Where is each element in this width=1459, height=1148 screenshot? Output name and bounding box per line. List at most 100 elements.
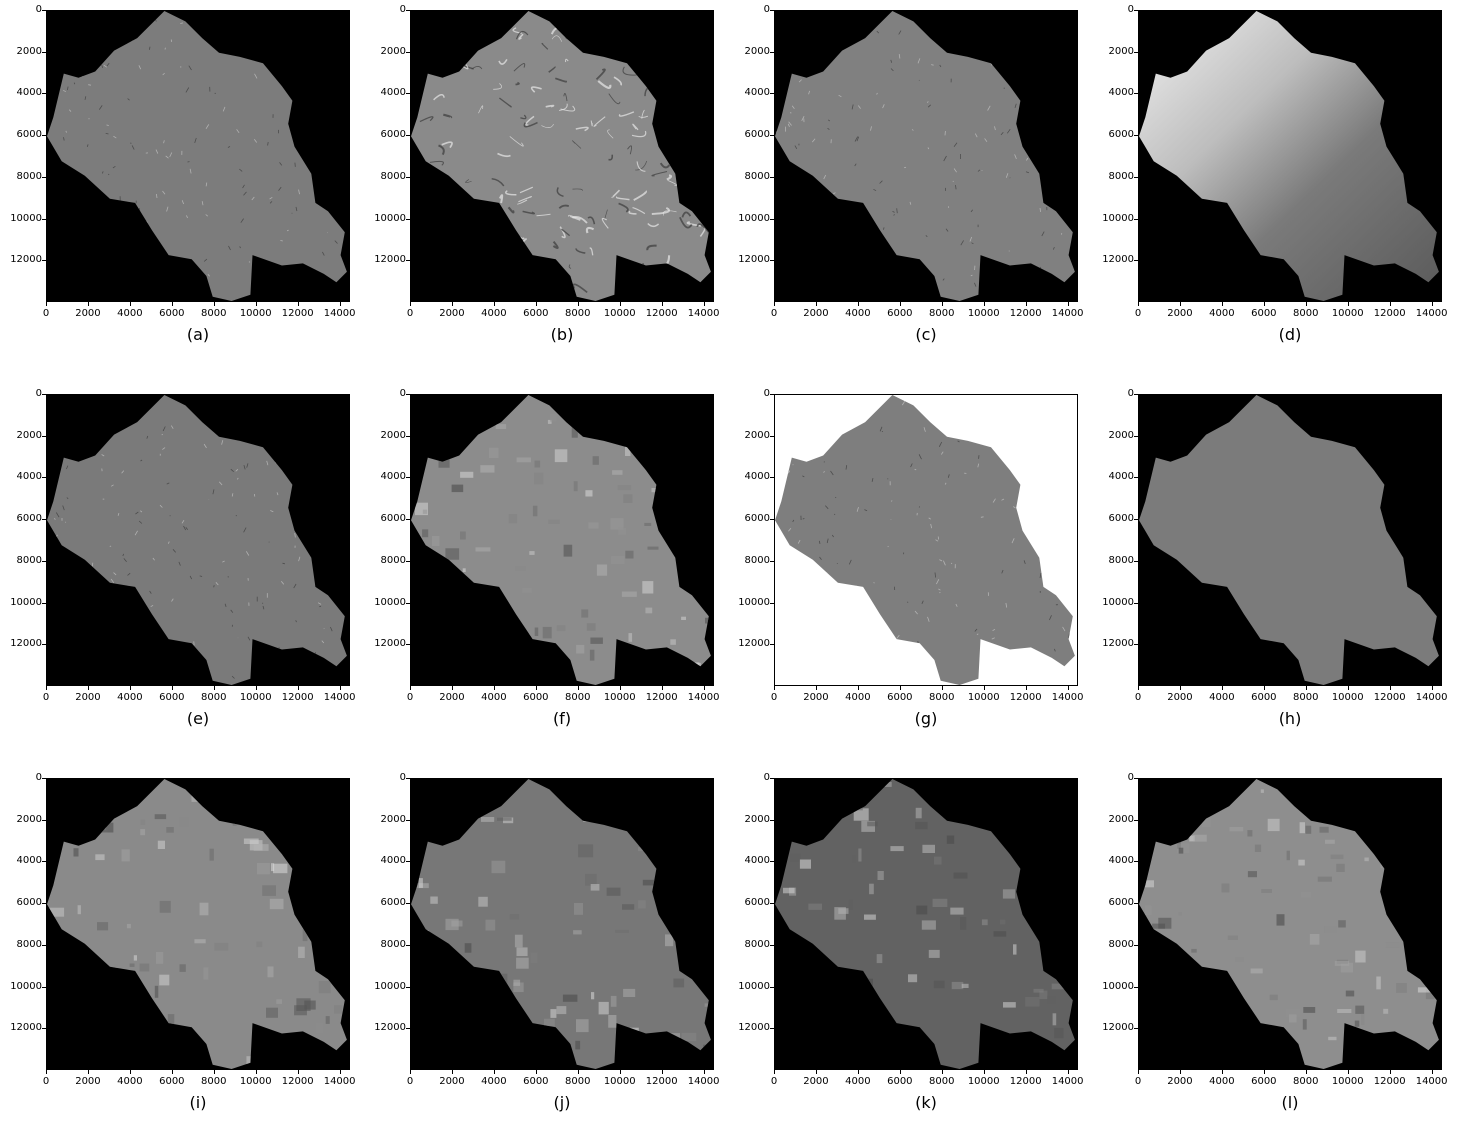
x-tick-label: 6000 <box>880 1076 920 1088</box>
catchment-area <box>411 11 711 301</box>
y-tick-mark <box>1134 436 1138 437</box>
y-tick-mark <box>1134 561 1138 562</box>
y-tick-mark <box>406 219 410 220</box>
x-tick-mark <box>942 302 943 306</box>
x-tick-mark <box>1180 686 1181 690</box>
y-tick-mark <box>406 561 410 562</box>
x-tick-mark <box>1138 686 1139 690</box>
x-tick-mark <box>1264 302 1265 306</box>
image-frame <box>46 778 350 1070</box>
x-tick-label: 6000 <box>880 308 920 320</box>
x-tick-mark <box>1026 1070 1027 1074</box>
y-tick-mark <box>770 52 774 53</box>
y-tick-label: 6000 <box>728 513 770 525</box>
x-tick-label: 2000 <box>68 308 108 320</box>
y-tick-label: 4000 <box>1092 471 1134 483</box>
x-tick-label: 10000 <box>600 1076 640 1088</box>
x-tick-label: 6000 <box>1244 692 1284 704</box>
image-frame <box>410 394 714 686</box>
x-tick-mark <box>1138 1070 1139 1074</box>
x-tick-mark <box>88 686 89 690</box>
catchment-area <box>775 11 1075 301</box>
image-frame <box>1138 778 1442 1070</box>
x-tick-mark <box>130 686 131 690</box>
y-tick-mark <box>406 519 410 520</box>
y-tick-mark <box>42 477 46 478</box>
y-tick-label: 4000 <box>0 855 42 867</box>
y-tick-label: 6000 <box>0 129 42 141</box>
x-tick-mark <box>172 686 173 690</box>
x-tick-mark <box>452 686 453 690</box>
raster-image <box>1139 395 1441 685</box>
x-tick-label: 4000 <box>838 308 878 320</box>
y-tick-label: 4000 <box>0 87 42 99</box>
y-tick-label: 6000 <box>728 129 770 141</box>
y-tick-mark <box>1134 135 1138 136</box>
y-tick-mark <box>770 820 774 821</box>
image-frame <box>1138 10 1442 302</box>
y-tick-mark <box>406 987 410 988</box>
y-tick-label: 8000 <box>728 171 770 183</box>
raster-image <box>775 395 1077 685</box>
image-frame <box>774 10 1078 302</box>
x-tick-mark <box>620 302 621 306</box>
raster-image <box>411 11 713 301</box>
y-tick-label: 12000 <box>364 1022 406 1034</box>
y-tick-mark <box>770 10 774 11</box>
x-tick-label: 10000 <box>964 1076 1004 1088</box>
x-tick-mark <box>1432 686 1433 690</box>
y-tick-label: 0 <box>0 772 42 784</box>
x-tick-label: 8000 <box>922 692 962 704</box>
y-tick-label: 8000 <box>0 555 42 567</box>
x-tick-label: 14000 <box>684 308 724 320</box>
y-tick-mark <box>1134 177 1138 178</box>
x-tick-mark <box>130 302 131 306</box>
y-tick-label: 10000 <box>0 981 42 993</box>
x-tick-mark <box>774 1070 775 1074</box>
x-tick-label: 6000 <box>516 692 556 704</box>
y-tick-label: 0 <box>728 4 770 16</box>
y-tick-label: 6000 <box>1092 897 1134 909</box>
x-tick-mark <box>1348 1070 1349 1074</box>
y-tick-label: 2000 <box>0 46 42 58</box>
y-tick-label: 4000 <box>364 855 406 867</box>
y-tick-mark <box>406 603 410 604</box>
x-tick-mark <box>46 1070 47 1074</box>
y-tick-label: 0 <box>0 4 42 16</box>
y-tick-label: 6000 <box>0 897 42 909</box>
raster-image <box>775 779 1077 1069</box>
panel-caption: (l) <box>1138 1093 1442 1113</box>
x-tick-label: 0 <box>1118 1076 1158 1088</box>
y-tick-mark <box>406 477 410 478</box>
x-tick-label: 4000 <box>110 692 150 704</box>
y-tick-label: 6000 <box>1092 129 1134 141</box>
y-tick-mark <box>406 52 410 53</box>
x-tick-label: 12000 <box>278 692 318 704</box>
y-tick-label: 4000 <box>728 855 770 867</box>
y-tick-label: 10000 <box>0 213 42 225</box>
x-tick-mark <box>340 1070 341 1074</box>
x-tick-label: 6000 <box>152 1076 192 1088</box>
x-tick-label: 10000 <box>600 692 640 704</box>
y-tick-label: 10000 <box>1092 981 1134 993</box>
x-tick-mark <box>452 302 453 306</box>
x-tick-mark <box>1264 686 1265 690</box>
x-tick-mark <box>900 1070 901 1074</box>
x-tick-label: 8000 <box>1286 692 1326 704</box>
y-tick-mark <box>1134 778 1138 779</box>
y-tick-mark <box>1134 10 1138 11</box>
y-tick-mark <box>42 260 46 261</box>
x-tick-mark <box>1264 1070 1265 1074</box>
y-tick-mark <box>770 219 774 220</box>
x-tick-mark <box>172 1070 173 1074</box>
y-tick-mark <box>42 394 46 395</box>
x-tick-mark <box>494 302 495 306</box>
y-tick-mark <box>1134 519 1138 520</box>
x-tick-label: 0 <box>1118 308 1158 320</box>
x-tick-label: 8000 <box>194 308 234 320</box>
y-tick-label: 2000 <box>364 430 406 442</box>
x-tick-label: 12000 <box>1370 1076 1410 1088</box>
